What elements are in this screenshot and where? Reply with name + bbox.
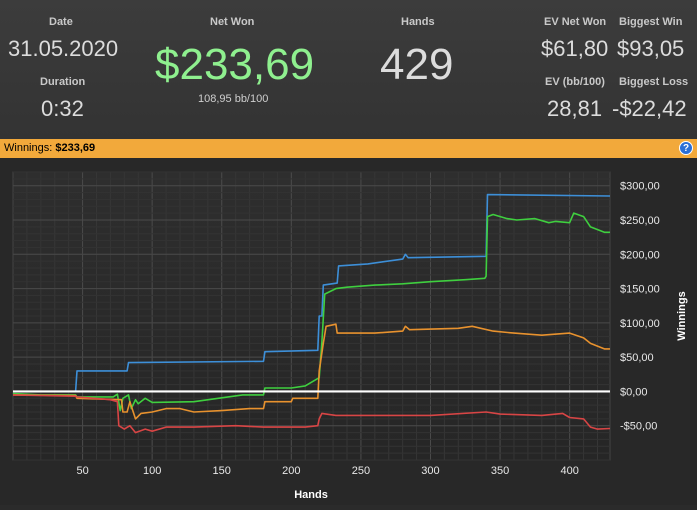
y-tick-label: -$50,00 [620,421,657,433]
y-tick-label: $300,00 [620,181,660,193]
bb-per-100: 108,95 bb/100 [198,93,269,105]
y-tick-label: $50,00 [620,352,654,364]
y-tick-label: $250,00 [620,215,660,227]
x-tick-label: 100 [143,465,161,477]
duration-value: 0:32 [41,96,84,121]
biggest-win-label: Biggest Win [619,16,683,28]
x-tick-label: 400 [560,465,578,477]
y-tick-label: $200,00 [620,249,660,261]
ev-net-won-value: $61,80 [541,36,609,61]
winnings-label: Winnings: [4,142,53,154]
winnings-chart: 50 100 150 200 250 300 350 400 -$50,00 $0,00 $50,0… [0,158,697,505]
biggest-win-value: $93,05 [617,36,685,61]
series-line-3 [12,394,611,434]
winnings-amount: $233,69 [55,142,96,154]
biggest-loss-label: Biggest Loss [619,76,689,88]
ev-bb100-label: EV (bb/100) [545,76,605,88]
hands-value: 429 [380,40,454,89]
x-tick-label: 250 [352,465,370,477]
hands-label: Hands [401,16,435,28]
x-tick-label: 350 [491,465,509,477]
series-line-0 [13,193,611,393]
y-tick-label: $0,00 [620,386,648,398]
series-line-2 [12,323,610,420]
y-tick-label: $100,00 [620,318,660,330]
x-tick-label: 200 [282,465,300,477]
duration-label: Duration [40,76,86,88]
x-tick-label: 50 [76,465,88,477]
x-tick-label: 300 [421,465,439,477]
y-tick-label: $150,00 [620,284,660,296]
winnings-summary: Winnings: $233,69 [4,139,95,158]
ev-bb100-value: 28,81 [547,96,603,121]
ev-net-won-label: EV Net Won [544,16,607,28]
net-won-value: $233,69 [155,40,315,89]
date-value: 31.05.2020 [8,36,119,61]
biggest-loss-value: -$22,42 [612,96,687,121]
net-won-label: Net Won [210,16,255,28]
x-axis-label: Hands [294,489,328,501]
x-tick-label: 150 [213,465,231,477]
series-line-1 [12,212,610,412]
help-icon[interactable]: ? [679,141,693,155]
stats-panel: Date 31.05.2020 Duration 0:32 Net Won $2… [0,0,697,139]
winnings-header-bar: Winnings: $233,69 ? [0,139,697,158]
y-axis-label: Winnings [676,291,688,340]
winnings-chart-svg: 50 100 150 200 250 300 350 400 -$50,00 $0,00 $50,0… [12,171,688,501]
date-label: Date [49,16,73,28]
